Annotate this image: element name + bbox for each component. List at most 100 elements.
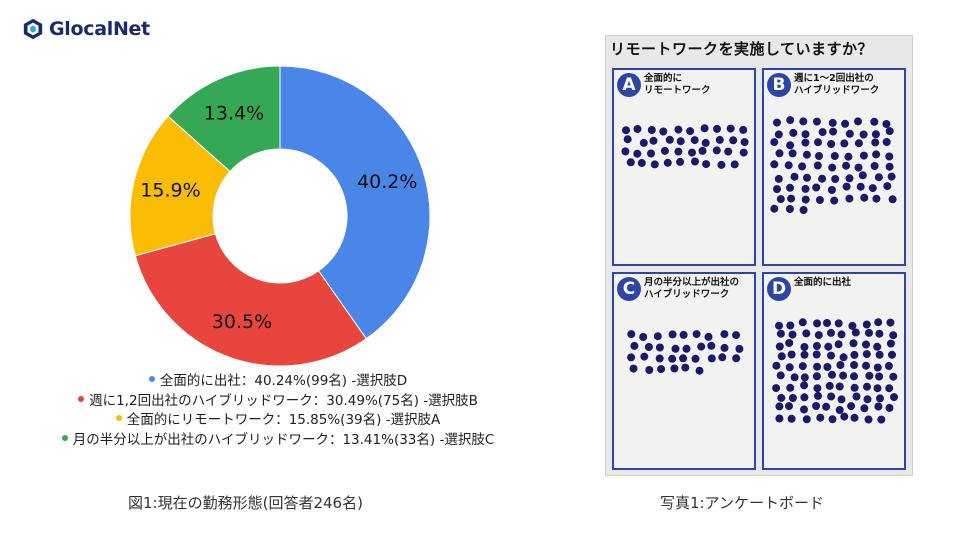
sticker-dot	[637, 159, 646, 167]
sticker-dot	[739, 125, 748, 134]
sticker-dot	[639, 138, 648, 147]
sticker-dot	[845, 174, 854, 183]
legend-dot	[61, 434, 68, 441]
sticker-dot	[707, 354, 716, 363]
sticker-dot	[841, 119, 850, 128]
sticker-dot	[676, 137, 685, 146]
sticker-dot	[870, 117, 879, 126]
sticker-dot	[845, 129, 854, 138]
sticker-dot	[627, 353, 636, 362]
brand-name: GlocalNet	[49, 18, 150, 40]
sticker-dot	[888, 350, 896, 359]
sticker-dot	[775, 414, 784, 423]
photo-caption: 写真1:アンケートボード	[660, 494, 824, 512]
panel-letter: B	[767, 73, 791, 97]
sticker-dot	[885, 384, 894, 393]
sticker-dot	[837, 395, 846, 404]
sticker-dot	[834, 340, 843, 349]
sticker-dot	[870, 162, 879, 170]
sticker-dot	[649, 136, 658, 145]
sticker-dot	[730, 160, 739, 169]
sticker-dot	[732, 354, 741, 363]
board-panel-c: C 月の半分以上が出社の ハイブリッドワーク	[612, 272, 756, 470]
sticker-dot	[776, 195, 785, 204]
sticker-dot	[633, 125, 642, 133]
donut-slice	[167, 65, 281, 173]
sticker-dot	[839, 353, 848, 362]
sticker-dot	[882, 138, 891, 146]
legend-label: 週に1,2回出社のハイブリッドワーク：30.49%(75名) -選択肢B	[89, 392, 478, 409]
board-panel-d: D 全面的に出社	[762, 272, 906, 470]
sticker-dot	[799, 117, 808, 126]
sticker-dot	[681, 363, 690, 372]
sticker-dot	[798, 162, 807, 171]
figure-caption: 図1:現在の勤務形態(回答者246名)	[128, 494, 363, 512]
sticker-dot	[816, 413, 825, 422]
sticker-dot	[735, 344, 744, 353]
sticker-dot	[720, 330, 729, 339]
sticker-dot	[772, 361, 781, 370]
sticker-dot	[844, 152, 853, 161]
sticker-dot	[884, 362, 893, 370]
sticker-dot	[828, 370, 836, 379]
sticker-dot	[850, 361, 859, 369]
sticker-dot	[640, 352, 649, 361]
sticker-dot	[787, 350, 796, 359]
sticker-dot	[629, 364, 638, 373]
sticker-dot	[885, 403, 894, 412]
legend-label: 月の半分以上が出社のハイブリッドワーク：13.41%(33名) -選択肢C	[72, 431, 495, 448]
sticker-dot	[864, 415, 873, 424]
sticker-dot	[777, 352, 786, 361]
sticker-dot	[862, 350, 871, 359]
sticker-dot	[800, 393, 809, 402]
sticker-dot	[814, 331, 823, 340]
sticker-dot	[729, 136, 738, 145]
sticker-dot	[854, 139, 863, 148]
sticker-dot	[885, 127, 894, 136]
sticker-dot	[860, 404, 869, 413]
sticker-dot	[720, 343, 729, 352]
sticker-dot	[713, 124, 721, 133]
sticker-dot	[865, 328, 873, 337]
sticker-dot	[702, 160, 711, 169]
sticker-dot	[786, 116, 795, 125]
sticker-dot	[644, 343, 653, 351]
sticker-dot	[770, 160, 779, 169]
sticker-dot	[871, 130, 880, 139]
sticker-dot	[882, 120, 891, 128]
sticker-dot	[828, 163, 837, 172]
sticker-dot	[850, 372, 858, 381]
sticker-dot	[799, 206, 808, 214]
sticker-dot	[785, 339, 794, 347]
sticker-dot	[732, 331, 741, 340]
sticker-dot	[655, 343, 664, 352]
sticker-dot	[851, 328, 860, 337]
sticker-dot	[776, 371, 785, 380]
sticker-dot	[700, 124, 709, 133]
sticker-dot	[676, 157, 685, 166]
board-title: リモートワークを実施していますか？	[610, 40, 874, 58]
sticker-dot	[650, 160, 659, 169]
panel-letter: D	[767, 277, 791, 301]
sticker-dot	[774, 174, 783, 183]
sticker-dot	[668, 354, 677, 363]
sticker-dot	[777, 393, 786, 402]
donut-slice	[129, 115, 231, 257]
sticker-dot	[849, 339, 858, 348]
sticker-dot	[786, 321, 795, 330]
sticker-dot	[647, 149, 655, 158]
sticker-dot	[802, 150, 811, 159]
board-panel-a: A 全面的に リモートワーク	[612, 68, 756, 266]
sticker-dot	[688, 148, 696, 157]
sticker-dot	[874, 402, 883, 411]
sticker-dot	[697, 342, 706, 351]
sticker-dot	[874, 318, 883, 327]
sticker-dot	[847, 402, 856, 411]
sticker-dot	[695, 366, 704, 375]
sticker-dot	[715, 135, 724, 144]
brand-logo: GlocalNet	[22, 18, 150, 40]
sticker-dot	[724, 147, 733, 156]
sticker-dot	[818, 174, 827, 183]
sticker-dot	[829, 127, 838, 136]
legend-item: 月の半分以上が出社のハイブリッドワーク：13.41%(33名) -選択肢C	[18, 431, 538, 451]
